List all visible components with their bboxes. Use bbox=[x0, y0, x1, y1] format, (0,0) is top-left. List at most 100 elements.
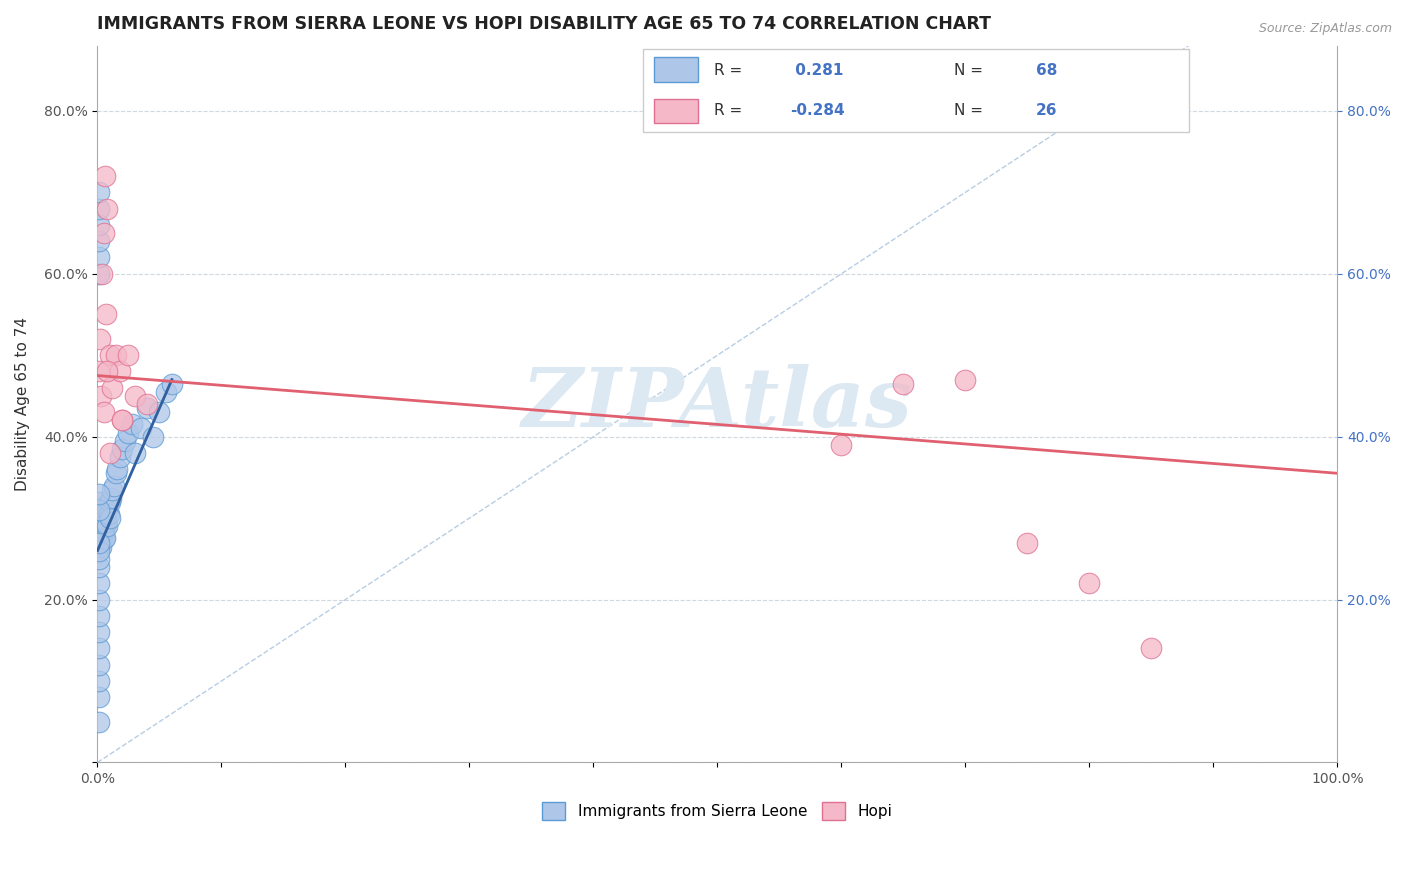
Point bbox=[111, 442, 134, 456]
Text: Source: ZipAtlas.com: Source: ZipAtlas.com bbox=[1258, 22, 1392, 36]
Point bbox=[90, 511, 112, 525]
Point bbox=[1017, 535, 1039, 549]
Point bbox=[148, 405, 170, 419]
Point bbox=[91, 511, 114, 525]
Point bbox=[87, 535, 110, 549]
Point bbox=[105, 467, 128, 481]
Point bbox=[117, 425, 139, 440]
Point bbox=[103, 478, 125, 492]
Point bbox=[96, 202, 118, 216]
Point bbox=[87, 495, 110, 509]
Point bbox=[96, 308, 118, 322]
Point bbox=[160, 376, 183, 391]
Point bbox=[155, 384, 177, 399]
Point bbox=[93, 507, 115, 521]
Point bbox=[89, 519, 111, 533]
Point bbox=[101, 483, 124, 497]
Point bbox=[93, 515, 115, 529]
Point bbox=[124, 389, 146, 403]
Point bbox=[90, 540, 112, 554]
Point bbox=[91, 527, 114, 541]
Point bbox=[87, 364, 110, 378]
Point bbox=[96, 507, 118, 521]
Point bbox=[87, 576, 110, 591]
Point bbox=[87, 218, 110, 232]
Point bbox=[87, 515, 110, 529]
Point bbox=[90, 389, 112, 403]
Point bbox=[87, 486, 110, 500]
Point bbox=[89, 503, 111, 517]
Point bbox=[96, 503, 118, 517]
Point bbox=[93, 524, 115, 538]
Point bbox=[94, 503, 117, 517]
Point bbox=[94, 519, 117, 533]
Point bbox=[93, 511, 115, 525]
Point bbox=[893, 376, 915, 391]
Point bbox=[98, 495, 121, 509]
Point bbox=[93, 532, 115, 546]
Point bbox=[136, 397, 159, 411]
Point bbox=[90, 515, 112, 529]
Point bbox=[98, 446, 121, 460]
Point bbox=[90, 532, 112, 546]
Point bbox=[90, 527, 112, 541]
Point bbox=[90, 515, 112, 529]
Point bbox=[142, 429, 165, 443]
Point bbox=[87, 714, 110, 729]
Point bbox=[87, 251, 110, 265]
Point bbox=[93, 405, 115, 419]
Point bbox=[91, 524, 114, 538]
Point bbox=[87, 625, 110, 640]
Point bbox=[87, 234, 110, 248]
Point bbox=[87, 267, 110, 281]
Point bbox=[87, 543, 110, 558]
Point bbox=[87, 507, 110, 521]
Text: ZIPAtlas: ZIPAtlas bbox=[522, 364, 912, 444]
Point bbox=[87, 527, 110, 541]
Point bbox=[955, 373, 977, 387]
Point bbox=[87, 202, 110, 216]
Point bbox=[87, 641, 110, 656]
Point bbox=[89, 532, 111, 546]
Point bbox=[1140, 641, 1163, 656]
Point bbox=[96, 515, 118, 529]
Point bbox=[87, 608, 110, 623]
Point bbox=[89, 515, 111, 529]
Point bbox=[98, 348, 121, 362]
Point bbox=[87, 592, 110, 607]
Point bbox=[89, 540, 111, 554]
Point bbox=[96, 519, 118, 533]
Point bbox=[96, 499, 118, 513]
Point bbox=[89, 527, 111, 541]
Point bbox=[90, 511, 112, 525]
Point bbox=[87, 527, 110, 541]
Point bbox=[111, 413, 134, 427]
Point bbox=[105, 462, 128, 476]
Point bbox=[87, 535, 110, 549]
Point bbox=[87, 690, 110, 705]
Point bbox=[87, 511, 110, 525]
Point bbox=[124, 446, 146, 460]
Point bbox=[96, 364, 118, 378]
Point bbox=[87, 673, 110, 688]
Point bbox=[105, 348, 128, 362]
Point bbox=[94, 532, 117, 546]
Point bbox=[90, 524, 112, 538]
Point bbox=[89, 503, 111, 517]
Point bbox=[830, 438, 852, 452]
Point bbox=[121, 417, 143, 432]
Point bbox=[93, 226, 115, 240]
Point bbox=[87, 186, 110, 200]
Point bbox=[87, 551, 110, 566]
Point bbox=[91, 532, 114, 546]
Point bbox=[87, 527, 110, 541]
Point bbox=[100, 491, 122, 505]
Point bbox=[89, 507, 111, 521]
Y-axis label: Disability Age 65 to 74: Disability Age 65 to 74 bbox=[15, 317, 30, 491]
Point bbox=[111, 413, 134, 427]
Point bbox=[136, 401, 159, 416]
Point bbox=[98, 511, 121, 525]
Point bbox=[114, 434, 136, 448]
Point bbox=[117, 348, 139, 362]
Point bbox=[87, 511, 110, 525]
